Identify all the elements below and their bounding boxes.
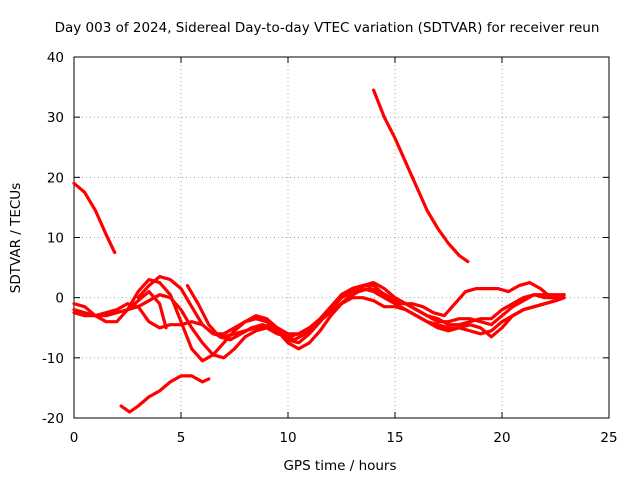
y-tick-label: 20 [47, 170, 64, 186]
data-series [72, 88, 566, 414]
series-line-arc-9 [125, 290, 168, 330]
x-tick-label: 10 [279, 430, 296, 446]
grid [74, 57, 609, 418]
x-tick-label: 5 [177, 430, 186, 446]
x-tick-label: 0 [70, 430, 79, 446]
y-tick-label: 30 [47, 110, 64, 126]
y-axis-label: SDTVAR / TECUs [8, 183, 24, 293]
series-line-arc-7 [136, 275, 566, 336]
axis-ticks [73, 56, 610, 419]
x-axis-label: GPS time / hours [283, 458, 396, 474]
y-tick-labels: -20 -10 0 10 20 30 40 [42, 50, 64, 427]
y-tick-label: 10 [47, 231, 64, 247]
y-tick-label: -10 [42, 351, 64, 367]
y-tick-label: 40 [47, 50, 64, 66]
series-line-arc-8 [185, 281, 564, 342]
x-tick-labels: 0 5 10 15 20 25 [70, 430, 618, 446]
series-line-arc-2 [119, 374, 211, 414]
x-tick-label: 20 [493, 430, 510, 446]
x-tick-label: 25 [600, 430, 617, 446]
y-tick-label: 0 [55, 291, 64, 307]
x-tick-label: 15 [386, 430, 403, 446]
series-line-arc-3 [372, 88, 470, 264]
chart-title: Day 003 of 2024, Sidereal Day-to-day VTE… [55, 20, 600, 36]
y-tick-label: -20 [42, 411, 64, 427]
series-line-arc-1 [72, 181, 117, 255]
